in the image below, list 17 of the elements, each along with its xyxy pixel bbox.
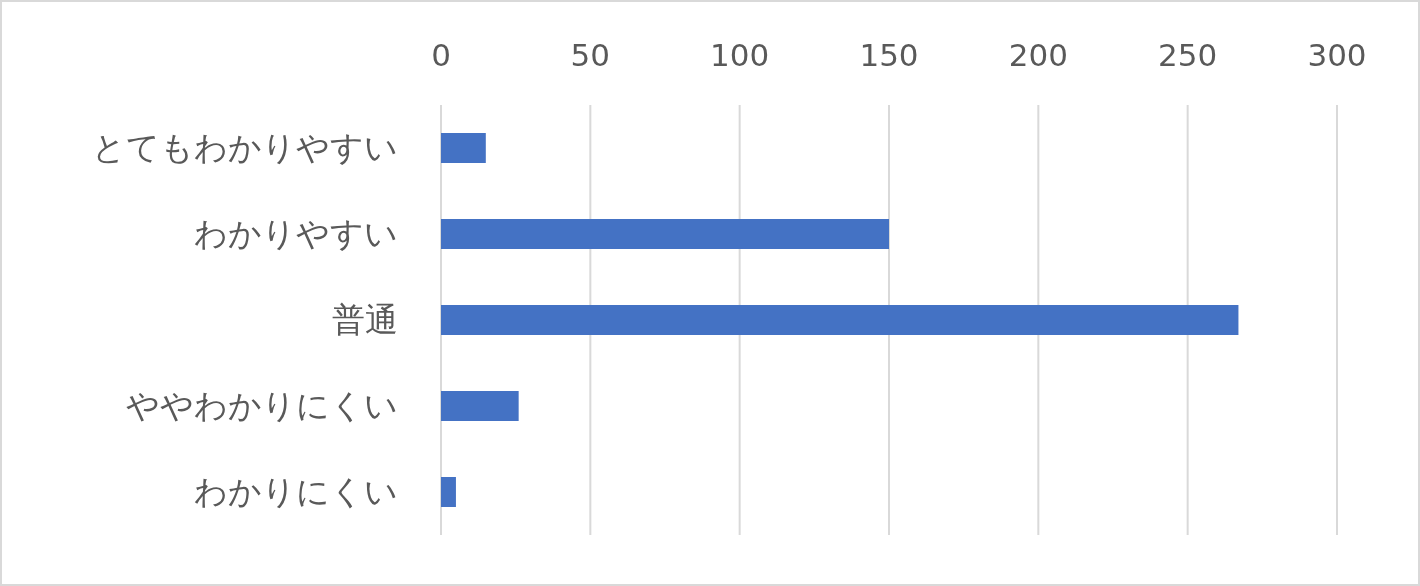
x-tick-label: 300 (1307, 37, 1367, 73)
y-tick-label: 普通 (332, 300, 398, 339)
bar (441, 133, 486, 163)
bar (441, 219, 889, 249)
x-tick-label: 50 (570, 37, 611, 73)
bar (441, 391, 519, 421)
x-tick-label: 200 (1008, 37, 1068, 73)
bar (441, 305, 1239, 335)
x-tick-label: 150 (859, 37, 919, 73)
bar (441, 477, 456, 507)
y-tick-label: ややわかりにくい (126, 386, 398, 425)
x-tick-label: 100 (710, 37, 770, 73)
y-tick-label: わかりやすい (194, 214, 398, 253)
y-tick-label: とてもわかりやすい (92, 128, 398, 167)
x-tick-label: 0 (431, 37, 451, 73)
y-tick-label: わかりにくい (194, 472, 398, 511)
x-tick-label: 250 (1158, 37, 1218, 73)
